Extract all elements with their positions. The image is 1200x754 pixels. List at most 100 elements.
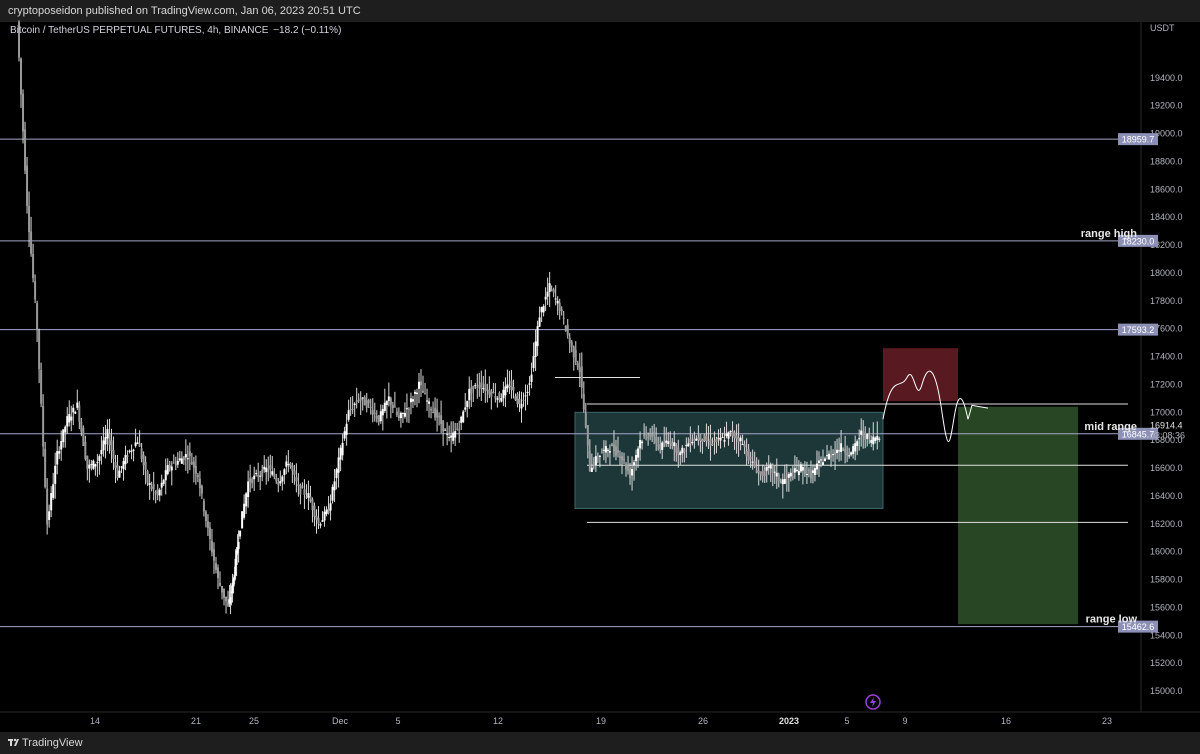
candle-body	[781, 479, 784, 485]
candle-body	[663, 441, 666, 445]
candle-body	[120, 466, 123, 468]
candle-body	[546, 291, 549, 297]
candle-body	[560, 309, 563, 312]
candle-body	[152, 484, 155, 490]
candle-body	[68, 414, 71, 423]
candle-body	[536, 326, 539, 347]
last-price-label: 16914.4	[1150, 420, 1183, 430]
candle-body	[255, 473, 258, 475]
candle-body	[367, 400, 370, 404]
candle-body	[436, 409, 439, 418]
candle-body	[737, 437, 740, 443]
candle-body	[381, 409, 384, 416]
candle-body	[229, 597, 232, 604]
candle-body	[554, 298, 557, 300]
time-tick-label: 23	[1102, 716, 1112, 726]
change-value: −18.2 (−0.11%)	[273, 25, 342, 36]
candle-body	[528, 383, 531, 385]
candle-body	[530, 374, 533, 382]
candle-body	[263, 466, 266, 470]
candle-body	[643, 435, 646, 437]
candle-body	[753, 460, 756, 467]
candle-body	[860, 430, 863, 435]
candle-body	[267, 468, 270, 470]
candle-body	[621, 456, 624, 461]
candle-body	[785, 475, 788, 477]
candle-body	[36, 303, 39, 331]
candle-body	[645, 433, 648, 435]
candle-body	[448, 437, 451, 439]
footer-brand[interactable]: TradingView	[22, 737, 83, 749]
candle-body	[202, 500, 205, 512]
candle-body	[805, 473, 808, 475]
candle-body	[562, 317, 565, 319]
candle-body	[186, 458, 189, 460]
price-tick-label: 18000.0	[1150, 268, 1183, 278]
level-price-badge	[1118, 427, 1158, 440]
candle-body	[273, 473, 276, 477]
candle-body	[166, 465, 169, 475]
candle-body	[148, 482, 151, 486]
price-tick-label: 15400.0	[1150, 630, 1183, 640]
candle-body	[793, 468, 796, 473]
candle-body	[568, 337, 571, 344]
candle-body	[245, 493, 248, 507]
price-tick-label: 17600.0	[1150, 324, 1183, 334]
price-tick-label: 17000.0	[1150, 407, 1183, 417]
candle-body	[194, 465, 197, 474]
candle-body	[228, 599, 231, 604]
candle-body	[799, 464, 802, 472]
candle-body	[783, 478, 786, 484]
candle-body	[128, 450, 131, 452]
candle-body	[319, 524, 322, 526]
candle-body	[233, 574, 236, 581]
candle-body	[271, 471, 274, 475]
candle-body	[309, 496, 312, 502]
candle-body	[333, 481, 336, 491]
candle-body	[223, 588, 226, 598]
candle-body	[830, 455, 833, 458]
candle-body	[813, 468, 816, 475]
candle-body	[878, 438, 881, 440]
candle-body	[365, 400, 368, 408]
candle-body	[184, 454, 187, 458]
candle-body	[124, 454, 127, 465]
candle-body	[460, 416, 463, 423]
candle-body	[100, 449, 103, 455]
level-price-badge	[1118, 234, 1158, 247]
candle-body	[417, 381, 420, 389]
candle-body	[257, 474, 260, 477]
candle-body	[458, 429, 461, 431]
publish-text: cryptoposeidon published on TradingView.…	[8, 5, 361, 17]
candle-body	[180, 458, 183, 464]
level-price-badge	[1118, 133, 1158, 146]
candle-body	[331, 486, 334, 501]
candle-body	[725, 433, 728, 437]
candle-body	[34, 281, 37, 300]
candle-body	[542, 305, 545, 313]
time-tick-label: 5	[844, 716, 849, 726]
candle-body	[84, 441, 87, 459]
candle-body	[765, 467, 768, 471]
time-tick-label: Dec	[332, 716, 349, 726]
candle-body	[383, 402, 386, 412]
price-tick-label: 16600.0	[1150, 463, 1183, 473]
candle-body	[361, 397, 364, 399]
candle-body	[401, 412, 404, 414]
candle-body	[66, 416, 69, 427]
candle-body	[403, 412, 406, 417]
candle-body	[285, 461, 288, 467]
candle-body	[325, 509, 328, 515]
candle-body	[38, 329, 41, 369]
time-tick-label: 25	[249, 716, 259, 726]
candle-body	[363, 397, 366, 406]
candle-body	[30, 231, 33, 254]
candle-body	[230, 591, 233, 594]
candle-body	[130, 450, 133, 452]
candle-body	[625, 463, 628, 470]
candle-body	[142, 454, 145, 466]
candle-body	[701, 439, 704, 442]
candle-body	[729, 430, 732, 432]
candle-body	[385, 401, 388, 405]
